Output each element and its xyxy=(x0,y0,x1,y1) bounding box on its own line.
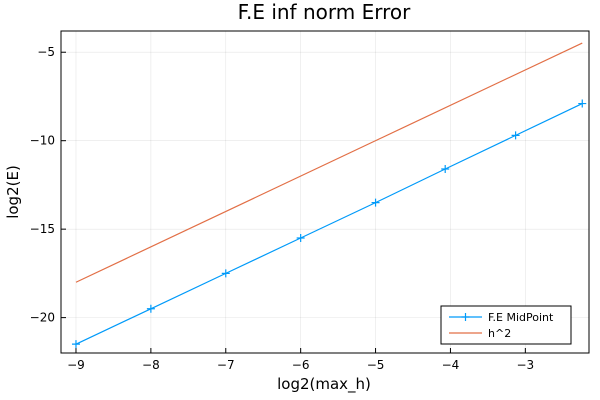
x-tick-label: −7 xyxy=(217,358,235,372)
chart-title: F.E inf norm Error xyxy=(238,0,411,24)
legend-label-fe-midpoint: F.E MidPoint xyxy=(488,311,554,324)
data-point-f-e-midpoint xyxy=(511,131,520,140)
legend: F.E MidPoint h^2 xyxy=(440,305,572,345)
data-point-f-e-midpoint xyxy=(441,165,450,173)
series-line-h-2 xyxy=(75,42,583,283)
y-tick-label: −5 xyxy=(37,45,55,59)
legend-marker-fe-midpoint xyxy=(461,313,470,321)
series-line-f-e-midpoint xyxy=(75,102,583,345)
legend-label-h2: h^2 xyxy=(488,327,511,340)
x-tick-label: −3 xyxy=(516,358,534,372)
legend-box xyxy=(440,305,572,345)
data-point-f-e-midpoint xyxy=(371,198,380,207)
axis-ticks: −9 −8 −7 −6 −5 −4 −3 −20 −15 −10 −5 xyxy=(30,45,535,372)
data-point-f-e-midpoint xyxy=(296,234,305,242)
y-axis-label: log2(E) xyxy=(4,165,22,219)
y-tick-label: −20 xyxy=(30,311,55,325)
y-tick-label: −10 xyxy=(30,134,55,148)
x-tick-label: −8 xyxy=(142,358,160,372)
y-tick-label: −15 xyxy=(30,222,55,236)
series xyxy=(71,42,587,349)
data-point-f-e-midpoint xyxy=(146,304,155,313)
plot-frame xyxy=(60,30,590,354)
x-tick-label: −6 xyxy=(292,358,310,372)
data-point-f-e-midpoint xyxy=(221,269,230,278)
grid xyxy=(61,31,589,353)
data-point-f-e-midpoint xyxy=(71,340,80,349)
x-axis-label: log2(max_h) xyxy=(277,375,371,394)
data-point-f-e-midpoint xyxy=(578,99,587,108)
x-tick-label: −5 xyxy=(367,358,385,372)
x-tick-label: −4 xyxy=(442,358,460,372)
x-tick-label: −9 xyxy=(67,358,85,372)
